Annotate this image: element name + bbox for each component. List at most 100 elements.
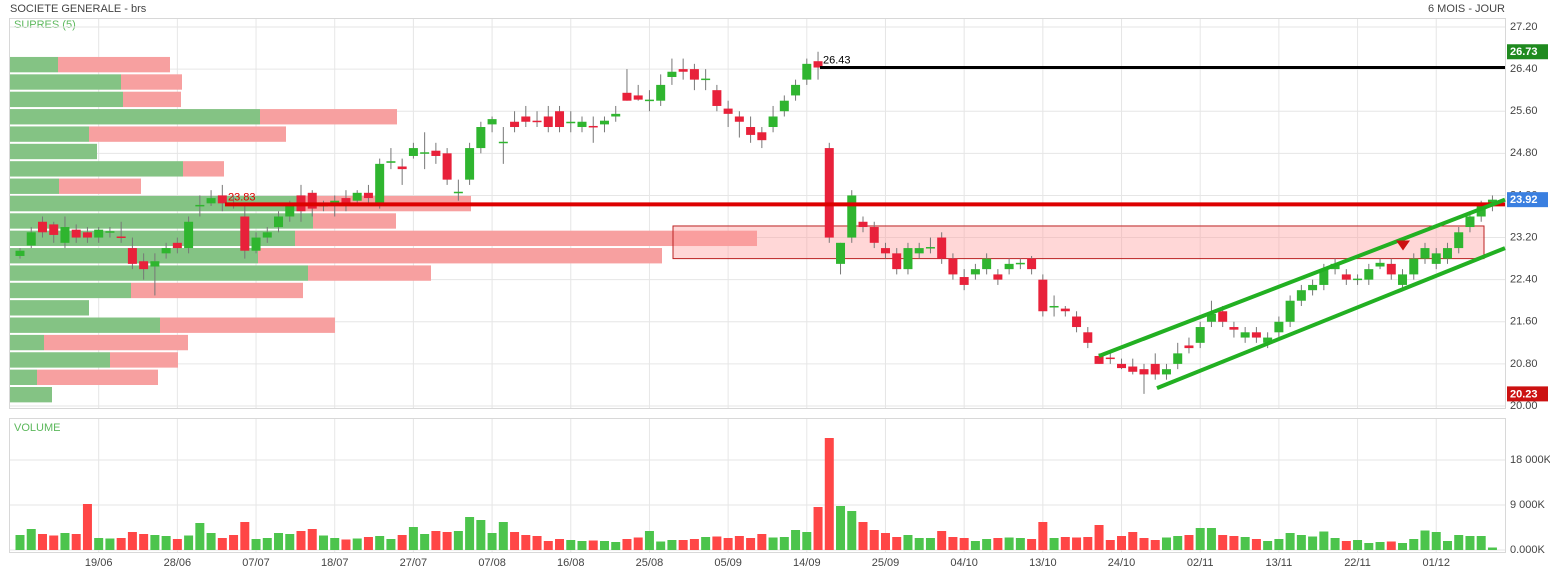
- volume-bar: [914, 538, 924, 550]
- y-tick-label: 21.60: [1510, 316, 1538, 328]
- candle-body: [555, 111, 565, 128]
- candle-body: [1206, 313, 1216, 322]
- candle-body: [408, 148, 418, 156]
- candle-body: [982, 258, 992, 270]
- profile-buy-bar: [10, 230, 295, 247]
- profile-sell-bar: [308, 265, 431, 281]
- candle-body: [26, 232, 36, 246]
- candle-body: [746, 127, 756, 135]
- y-tick-label: 22.40: [1510, 274, 1538, 286]
- profile-buy-bar: [10, 109, 260, 125]
- candle-body: [588, 125, 598, 128]
- level-label: 23.83: [228, 191, 256, 203]
- volume-bar: [274, 533, 284, 550]
- volume-bar: [1161, 537, 1171, 550]
- volume-bar: [251, 539, 261, 550]
- candle-body: [105, 231, 115, 233]
- volume-bar: [1218, 535, 1228, 550]
- candle-body: [476, 127, 486, 149]
- y-tick-label: 0.000K: [1510, 544, 1546, 556]
- candle-body: [678, 69, 688, 72]
- candle-body: [611, 113, 621, 117]
- volume-bar: [1465, 536, 1475, 550]
- candle-body: [307, 192, 317, 209]
- profile-buy-bar: [10, 195, 303, 212]
- candle-body: [206, 198, 216, 204]
- volume-bar: [588, 540, 598, 550]
- volume-bar: [420, 534, 430, 550]
- volume-bar: [1319, 531, 1329, 550]
- volume-bar: [1083, 537, 1093, 550]
- volume-bar: [161, 536, 171, 550]
- volume-bar: [701, 537, 711, 550]
- volume-bar: [465, 517, 475, 550]
- volume-bar: [26, 529, 36, 550]
- volume-bar: [555, 539, 565, 550]
- profile-buy-bar: [10, 334, 44, 351]
- channel-line: [1156, 246, 1506, 390]
- candle-body: [1319, 269, 1329, 285]
- volume-bar: [566, 540, 576, 550]
- candle-body: [1139, 369, 1149, 375]
- volume-bar: [1263, 541, 1273, 550]
- volume-bar: [1150, 540, 1160, 550]
- volume-bar: [633, 537, 643, 550]
- candle-body: [1353, 278, 1363, 281]
- candle-body: [116, 236, 126, 239]
- x-tick-label: 07/07: [242, 557, 270, 569]
- candle-body: [667, 71, 677, 78]
- candle-body: [836, 242, 846, 264]
- profile-sell-bar: [37, 369, 158, 385]
- x-tick-label: 18/07: [321, 557, 349, 569]
- candle-body: [1285, 300, 1295, 322]
- y-tick-label: 18 000K: [1510, 454, 1550, 466]
- price-marker-label: 23.92: [1510, 194, 1538, 206]
- volume-bar: [352, 538, 362, 550]
- candle-body: [1015, 262, 1025, 265]
- candle-body: [1454, 232, 1464, 249]
- volume-bar: [757, 534, 767, 550]
- candle-body: [847, 195, 857, 238]
- volume-bar: [206, 533, 216, 550]
- volume-bar: [94, 538, 104, 550]
- volume-bar: [1274, 539, 1284, 550]
- volume-bar: [60, 533, 70, 550]
- candle-body: [925, 247, 935, 249]
- volume-bar: [1454, 535, 1464, 550]
- volume-bar: [712, 536, 722, 550]
- x-tick-label: 19/06: [85, 557, 113, 569]
- volume-bar: [116, 538, 126, 550]
- profile-sell-bar: [183, 161, 224, 177]
- chart-subtitle: 6 MOIS - JOUR: [1428, 3, 1505, 15]
- candle-body: [1060, 308, 1070, 312]
- volume-bar: [1004, 537, 1014, 550]
- candle-body: [1341, 274, 1351, 280]
- candle-body: [82, 232, 92, 238]
- volume-bar: [150, 535, 160, 550]
- volume-bar: [105, 538, 115, 550]
- x-tick-label: 14/09: [793, 557, 821, 569]
- candle-body: [1173, 353, 1183, 364]
- profile-sell-bar: [160, 317, 335, 333]
- volume-bar: [1105, 540, 1115, 550]
- candle-body: [139, 261, 149, 270]
- y-tick-label: 24.80: [1510, 147, 1538, 159]
- candle-body: [689, 69, 699, 80]
- candle-body: [442, 153, 452, 180]
- volume-bar: [229, 535, 239, 550]
- volume-bar: [1117, 536, 1127, 550]
- volume-bar: [510, 532, 520, 550]
- candle-body: [723, 108, 733, 114]
- profile-buy-bar: [10, 161, 183, 177]
- candle-body: [251, 237, 261, 251]
- volume-bar: [318, 535, 328, 550]
- candle-body: [1420, 248, 1430, 259]
- candle-body: [1184, 345, 1194, 349]
- profile-sell-bar: [295, 230, 757, 247]
- profile-buy-bar: [10, 352, 110, 368]
- candle-body: [1049, 305, 1059, 308]
- price-marker-box: [1507, 386, 1548, 402]
- volume-bar: [1476, 536, 1486, 550]
- volume-bar: [622, 539, 632, 550]
- volume-bar: [1409, 539, 1419, 550]
